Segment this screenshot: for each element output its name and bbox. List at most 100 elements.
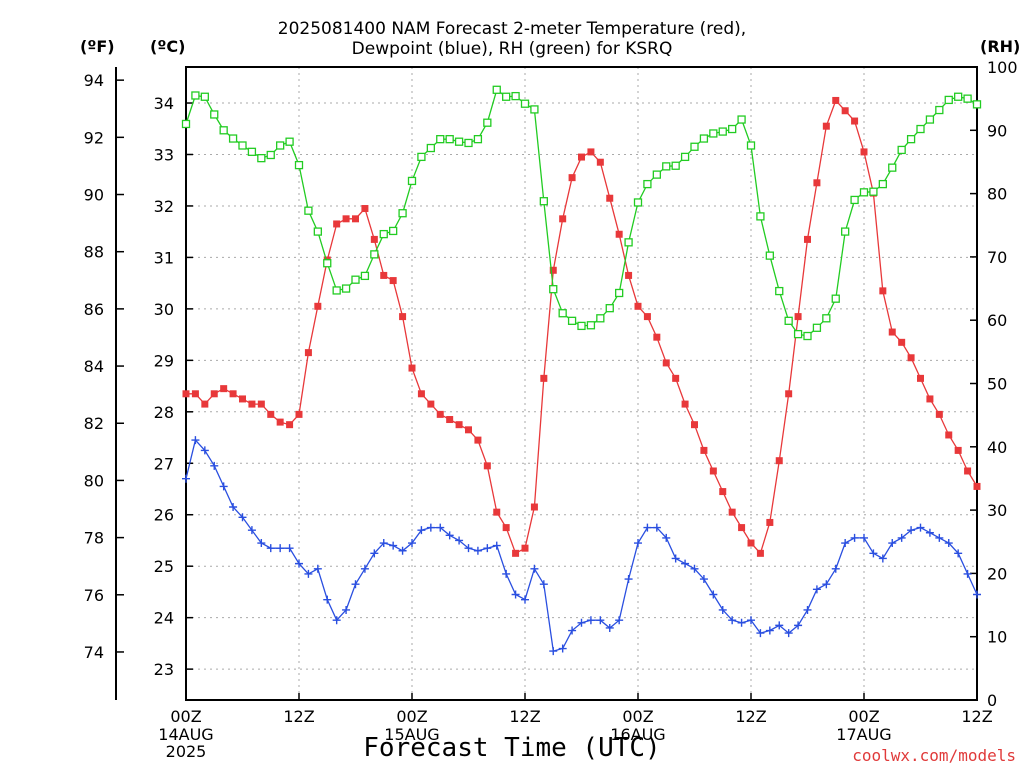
- temperature-point: [182, 390, 190, 398]
- temperature-point: [851, 117, 859, 125]
- rh-point: [520, 99, 530, 108]
- fahrenheit-tick-label: 74: [84, 643, 104, 662]
- rh-point: [963, 94, 972, 103]
- dewpoint-point: [313, 564, 322, 573]
- x-tick-label: 12Z: [283, 707, 314, 726]
- dewpoint-point: [182, 474, 190, 483]
- x-tick-label: 12Z: [961, 707, 992, 726]
- dewpoint-point: [379, 539, 388, 548]
- dewpoint-point: [370, 549, 379, 558]
- fahrenheit-tick-label: 94: [84, 71, 104, 90]
- temperature-point: [352, 215, 359, 223]
- temperature-point: [191, 390, 199, 398]
- temperature-point: [342, 215, 350, 223]
- temperature-point: [766, 518, 774, 526]
- dewpoint-point: [238, 513, 247, 522]
- temperature-point: [860, 148, 868, 156]
- rh-point: [379, 229, 388, 239]
- temperature-point: [239, 395, 246, 403]
- temperature-point: [257, 400, 265, 408]
- rh-tick-label: 50: [987, 375, 1007, 394]
- rh-point: [954, 92, 963, 101]
- temperature-point: [248, 400, 256, 408]
- temperature-point: [408, 364, 416, 372]
- rh-point: [709, 129, 718, 138]
- rh-point: [323, 259, 332, 268]
- dewpoint-point: [907, 526, 916, 535]
- rh-point: [473, 135, 483, 144]
- rh-point: [360, 271, 370, 281]
- dewpoint-point: [257, 539, 266, 548]
- rh-point: [426, 143, 435, 153]
- temperature-point: [926, 395, 934, 403]
- dewpoint-point: [737, 618, 746, 627]
- fahrenheit-tick-label: 88: [84, 243, 104, 262]
- temperature-point: [898, 338, 906, 346]
- rh-point: [313, 227, 322, 236]
- dewpoint-point: [954, 549, 963, 558]
- dewpoint-point: [765, 626, 774, 635]
- rh-point: [869, 187, 878, 196]
- temperature-point: [521, 544, 529, 552]
- temperature-point: [578, 153, 585, 161]
- rh-tick-label: 40: [987, 438, 1007, 457]
- rh-point: [671, 161, 680, 170]
- rh-point: [219, 126, 228, 135]
- rh-point: [266, 150, 275, 160]
- rh-tick-label: 70: [987, 248, 1007, 267]
- dewpoint-point: [596, 616, 605, 625]
- rh-axis-label: (RH): [980, 37, 1021, 56]
- temperature-point: [530, 503, 538, 511]
- rh-point: [351, 275, 360, 284]
- rh-point: [793, 329, 803, 339]
- rh-point: [728, 124, 737, 134]
- dewpoint-point: [662, 533, 671, 542]
- dewpoint-point: [681, 559, 690, 568]
- rh-point: [746, 141, 756, 150]
- credit-link[interactable]: coolwx.com/models: [852, 746, 1016, 765]
- dewpoint-point: [925, 528, 934, 537]
- rh-point: [483, 118, 492, 127]
- dewpoint-point: [436, 523, 445, 532]
- rh-point: [605, 304, 614, 313]
- dewpoint-point: [342, 605, 351, 614]
- temperature-point: [813, 179, 821, 187]
- rh-point: [370, 250, 379, 259]
- rh-point: [935, 105, 944, 115]
- temperature-point: [964, 467, 972, 475]
- x-tick-date-label: 15AUG: [384, 725, 439, 744]
- rh-point: [191, 91, 200, 100]
- rh-point: [972, 100, 982, 109]
- dewpoint-point: [276, 544, 285, 553]
- temperature-point: [738, 524, 746, 532]
- dewpoint-point: [690, 564, 699, 573]
- temperature-point: [370, 235, 378, 243]
- rh-point: [878, 179, 887, 189]
- x-tick-label: 00Z: [396, 707, 427, 726]
- temperature-point: [794, 313, 802, 321]
- rh-point: [276, 141, 285, 150]
- rh-point: [652, 170, 661, 179]
- dewpoint-point: [521, 595, 529, 604]
- dewpoint-point: [812, 585, 821, 594]
- temperature-point: [465, 426, 472, 434]
- rh-point: [228, 134, 238, 143]
- temperature-point: [907, 354, 915, 362]
- x-tick-date-label: 2025: [166, 742, 207, 761]
- rh-point: [615, 288, 624, 298]
- rh-point: [407, 176, 417, 186]
- chart-title-line-2: Dewpoint (blue), RH (green) for KSRQ: [351, 39, 673, 59]
- rh-tick-label: 20: [987, 564, 1007, 583]
- rh-point: [850, 195, 859, 205]
- temperature-point: [559, 215, 567, 223]
- x-tick-date-label: 14AUG: [158, 725, 213, 744]
- temperature-point: [568, 174, 576, 182]
- dewpoint-point: [219, 482, 228, 491]
- celsius-tick-label: 30: [154, 300, 174, 319]
- temperature-point: [436, 410, 444, 418]
- rh-point: [822, 314, 831, 323]
- dewpoint-point: [492, 541, 501, 550]
- rh-tick-label: 0: [987, 691, 997, 710]
- rh-point: [464, 138, 473, 148]
- dewpoint-point: [794, 621, 803, 630]
